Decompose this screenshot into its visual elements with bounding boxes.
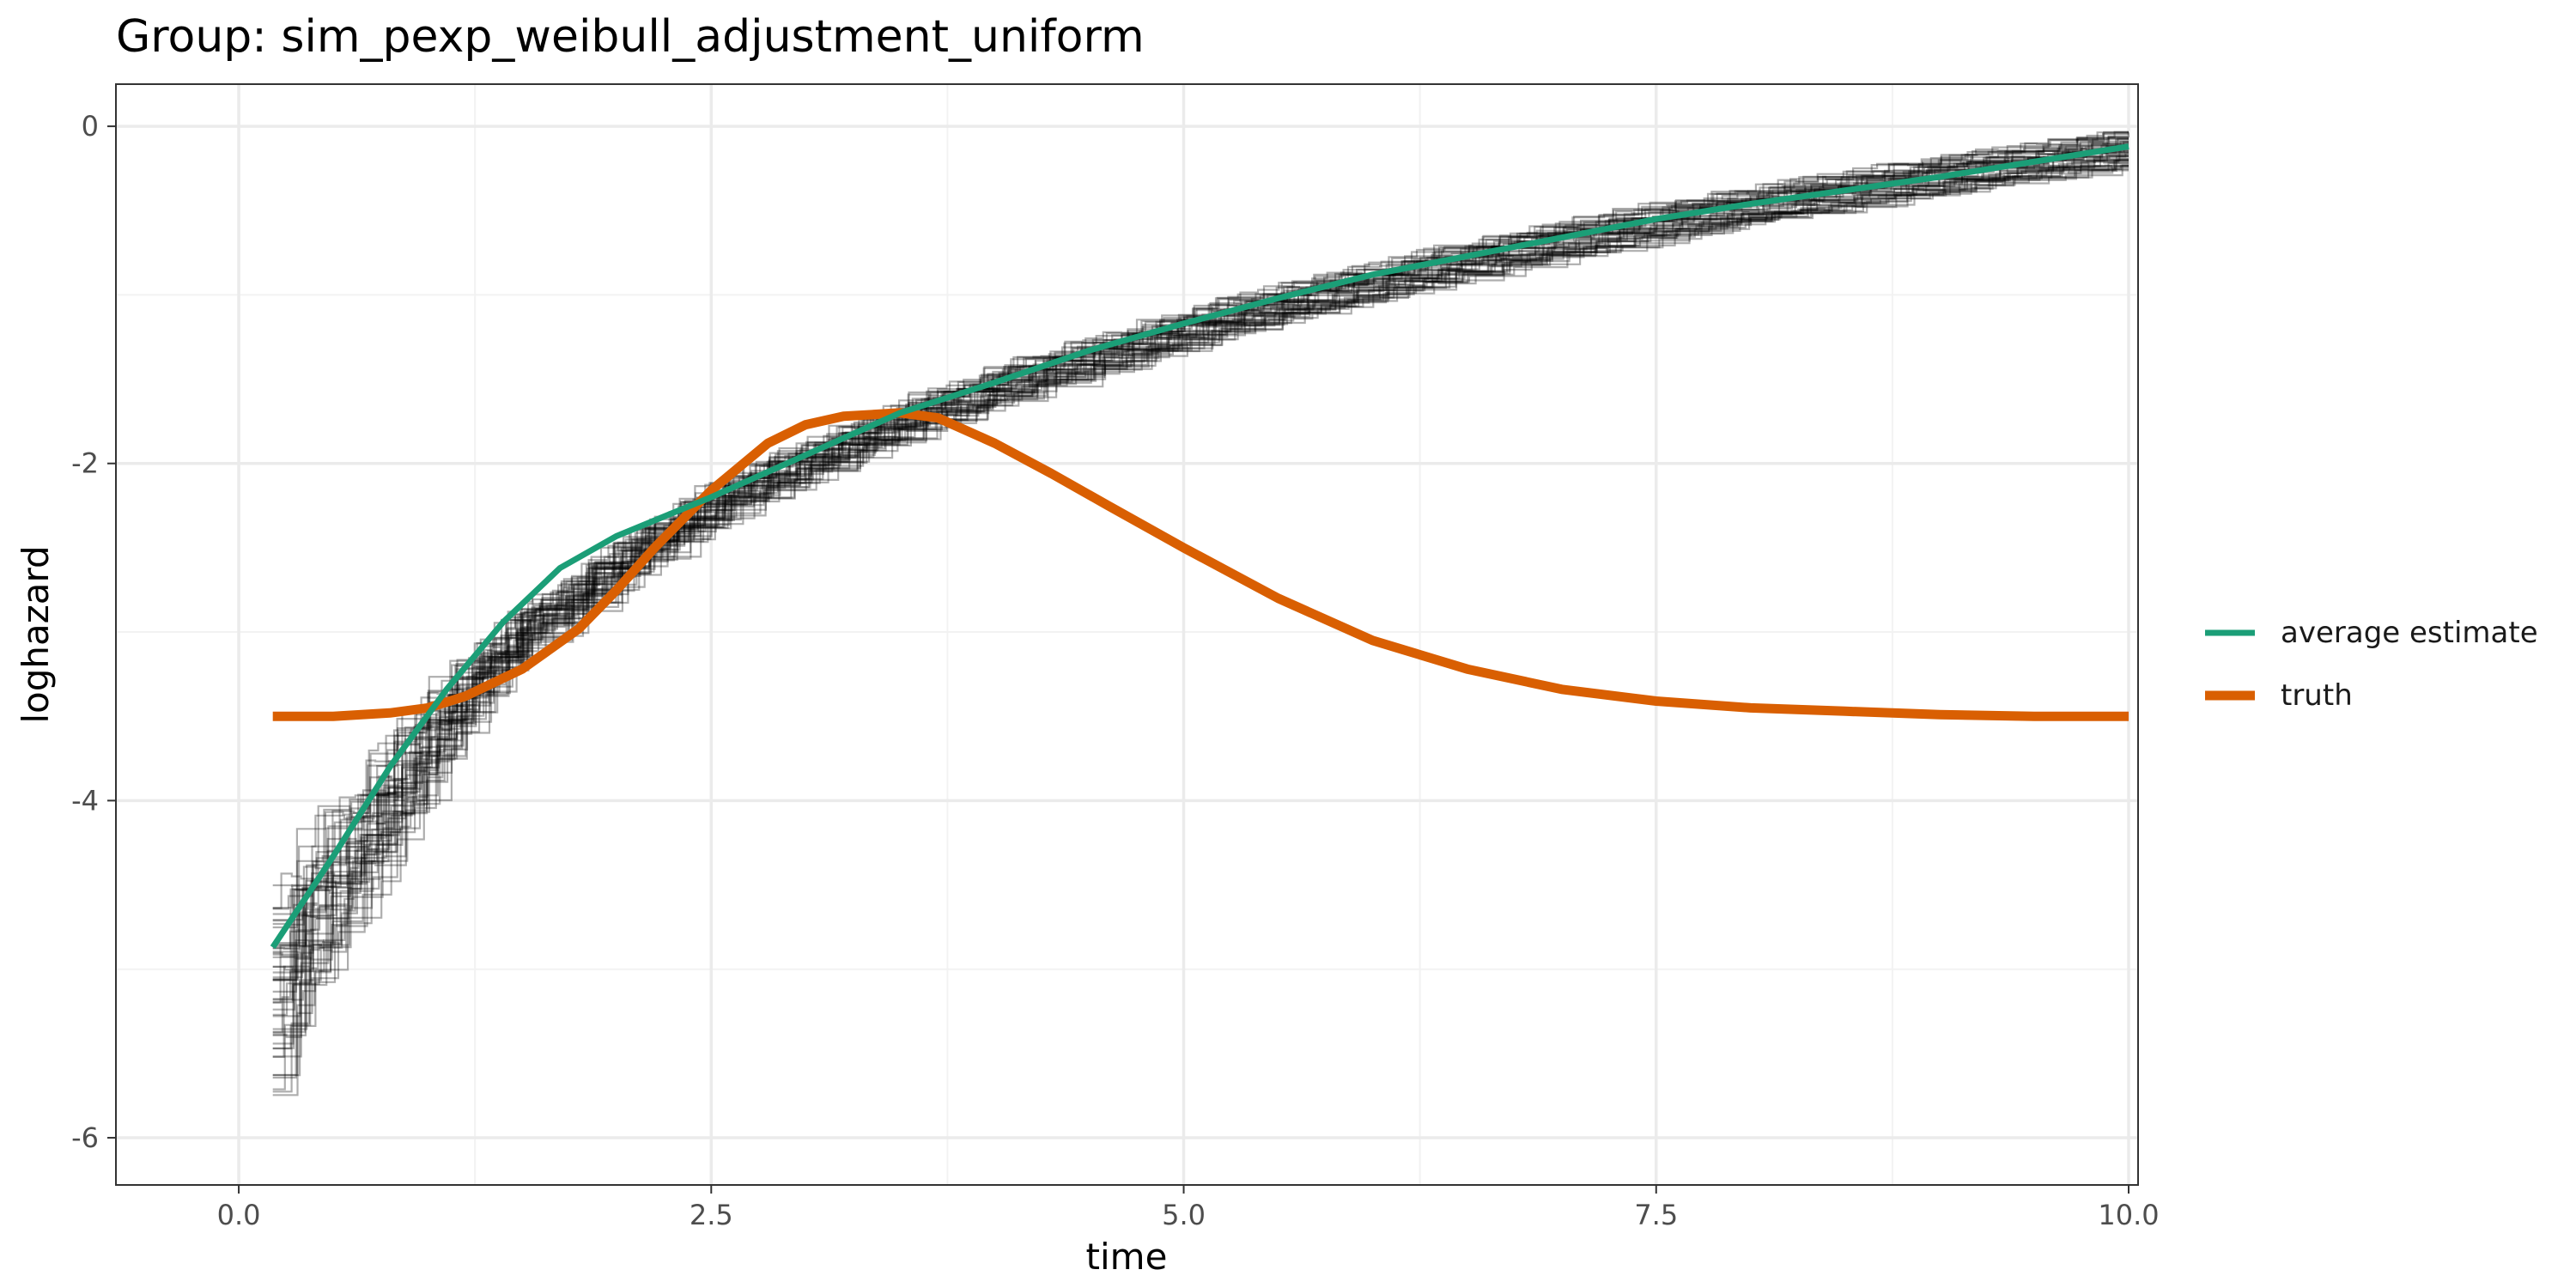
replicate-estimate-line [272, 161, 2129, 1036]
x-tick-label: 7.5 [1634, 1199, 1678, 1231]
y-tick-label: -4 [71, 784, 99, 817]
replicate-estimate-line [272, 165, 2129, 1001]
x-axis-title: time [1086, 1236, 1168, 1278]
replicate-estimate-line [272, 143, 2129, 953]
replicate-estimate-line [272, 155, 2129, 1016]
replicate-estimate-line [272, 159, 2129, 1050]
x-tick-label: 2.5 [690, 1199, 733, 1231]
replicate-estimate-line [272, 151, 2129, 1033]
replicate-estimate-line [272, 150, 2129, 947]
legend: average estimate truth [2205, 616, 2538, 713]
panel-border [115, 83, 2139, 1186]
x-tick-label: 5.0 [1162, 1199, 1206, 1231]
legend-label-truth: truth [2281, 678, 2353, 713]
axis-ticks: 0.0 2.5 5.0 7.5 10.0 0 -2 -4 -6 [71, 110, 2160, 1231]
replicate-estimate-line [272, 149, 2129, 957]
replicate-estimate-line [272, 141, 2129, 981]
replicate-estimate-line [272, 146, 2129, 970]
replicate-estimate-line [272, 165, 2129, 1093]
y-axis-title: loghazard [15, 545, 57, 723]
x-tick-label: 10.0 [2098, 1199, 2159, 1231]
replicate-estimate-line [272, 158, 2129, 1018]
replicate-estimate-line [272, 165, 2129, 1077]
major-gridlines [116, 84, 2138, 1185]
replicate-estimate-line [272, 160, 2129, 1091]
legend-label-average-estimate: average estimate [2281, 616, 2538, 650]
average-estimate-line [270, 143, 2129, 950]
replicate-estimate-line [272, 132, 2129, 918]
y-tick-label: -2 [71, 447, 99, 480]
replicate-estimate-line [272, 158, 2129, 1034]
replicate-estimate-line [272, 150, 2129, 979]
chart-title: Group: sim_pexp_weibull_adjustment_unifo… [116, 11, 1145, 63]
replicate-estimate-line [272, 160, 2129, 1058]
replicate-estimate-line [272, 155, 2129, 1049]
replicate-estimate-line [272, 131, 2129, 921]
truth-line [272, 408, 2129, 721]
series-lines [270, 143, 2129, 950]
replicate-estimate-line [272, 164, 2129, 981]
y-tick-label: -6 [71, 1121, 99, 1154]
replicate-estimate-line [272, 169, 2129, 1038]
x-tick-label: 0.0 [217, 1199, 261, 1231]
y-tick-label: 0 [82, 110, 99, 143]
replicate-estimate-line [272, 158, 2129, 1045]
replicate-estimate-line [272, 131, 2129, 929]
replicate-estimate-line [272, 137, 2129, 922]
